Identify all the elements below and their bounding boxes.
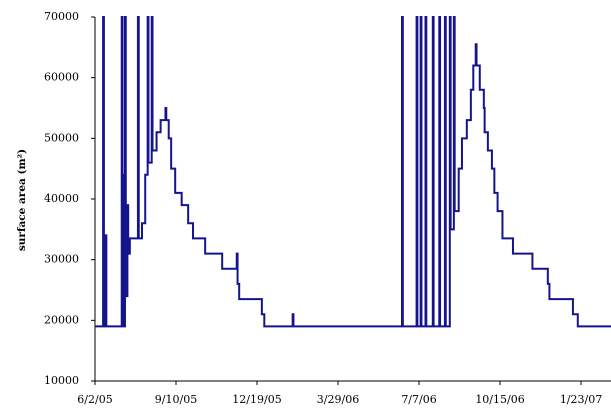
x-tick-label: 7/7/06 — [401, 393, 436, 406]
y-tick-label: 40000 — [44, 192, 79, 205]
y-tick-label: 50000 — [44, 131, 79, 144]
x-tick-label: 3/29/06 — [317, 393, 359, 406]
x-tick-label: 12/19/05 — [232, 393, 281, 406]
x-tick-label: 6/2/05 — [77, 393, 112, 406]
y-tick-label: 20000 — [44, 313, 79, 326]
x-tick-label: 1/23/07 — [560, 393, 602, 406]
y-axis-label: surface area (m²) — [16, 149, 28, 251]
y-tick-label: 60000 — [44, 71, 79, 84]
x-tick-label: 10/15/06 — [475, 393, 524, 406]
y-tick-label: 10000 — [44, 374, 79, 387]
x-tick-label: 9/10/05 — [155, 393, 197, 406]
y-tick-label: 30000 — [44, 253, 79, 266]
data-line — [95, 16, 611, 328]
y-tick-label: 70000 — [44, 10, 79, 23]
